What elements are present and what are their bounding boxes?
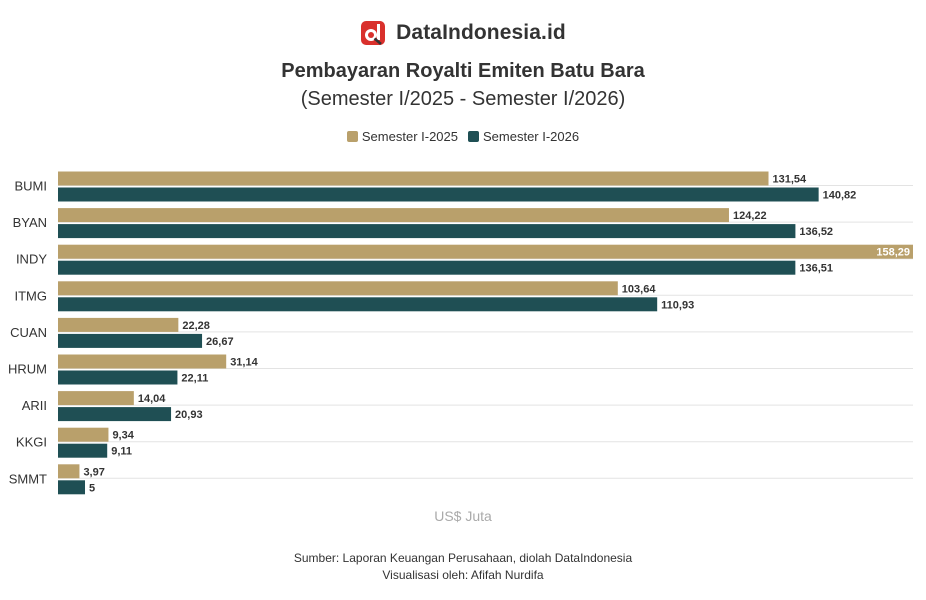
bar-smmt-series-1[interactable]	[58, 464, 80, 479]
bar-bumi-series-1[interactable]	[58, 171, 769, 186]
bar-kkgi-series-2[interactable]	[58, 443, 108, 458]
data-label: 9,11	[111, 446, 132, 458]
credit-note: Visualisasi oleh: Afifah Nurdifa	[382, 568, 544, 582]
data-label: 22,28	[182, 320, 210, 332]
category-label: INDY	[16, 252, 47, 267]
bar-arii-series-1[interactable]	[58, 391, 134, 406]
brand-name: DataIndonesia.id	[396, 21, 566, 44]
data-label: 136,51	[799, 263, 833, 275]
data-label: 136,52	[799, 226, 833, 238]
bar-arii-series-2[interactable]	[58, 407, 172, 422]
legend-swatch-series-2	[468, 131, 479, 142]
bar-cuan-series-1[interactable]	[58, 317, 179, 332]
legend-swatch-series-1	[346, 131, 358, 142]
category-label: BUMI	[15, 179, 48, 194]
legend-label-series-1: Semester I-2025	[361, 129, 458, 144]
data-label: 110,93	[661, 299, 694, 311]
bar-indy-series-2[interactable]	[58, 260, 796, 275]
data-label: 14,04	[138, 393, 166, 405]
bar-hrum-series-2[interactable]	[58, 370, 178, 385]
category-label: ARII	[22, 398, 47, 413]
category-label: ITMG	[15, 288, 48, 303]
bar-kkgi-series-1[interactable]	[58, 427, 109, 442]
brand-header: DataIndonesia.id	[0, 16, 926, 50]
category-label: HRUM	[8, 362, 47, 377]
bar-cuan-series-2[interactable]	[58, 333, 203, 348]
chart-subtitle: (Semester I/2025 - Semester I/2026)	[300, 88, 626, 110]
data-label: 31,14	[230, 357, 258, 369]
bar-itmg-series-1[interactable]	[58, 281, 618, 296]
bar-bumi-series-2[interactable]	[58, 187, 819, 202]
data-label: 3,97	[83, 466, 104, 478]
bar-smmt-series-2[interactable]	[58, 480, 86, 495]
legend-label-series-2: Semester I-2026	[483, 129, 580, 144]
chart-title: Pembayaran Royalti Emiten Batu Bara	[281, 60, 645, 82]
source-note: Sumber: Laporan Keuangan Perusahaan, dio…	[293, 551, 633, 565]
data-label: 124,22	[733, 210, 767, 222]
bar-indy-series-1[interactable]	[58, 244, 913, 259]
x-axis-title: US$ Juta	[434, 508, 492, 524]
bar-byan-series-1[interactable]	[58, 208, 729, 223]
data-label: 22,11	[181, 373, 208, 385]
category-label: BYAN	[13, 215, 47, 230]
category-label: SMMT	[9, 471, 47, 486]
data-label: 26,67	[206, 336, 234, 348]
legend-item-series-2[interactable]: Semester I-2026	[468, 129, 579, 144]
bar-itmg-series-2[interactable]	[58, 297, 658, 312]
data-label: 5	[89, 482, 95, 494]
chart-legend: Semester I-2025 Semester I-2026	[0, 129, 926, 144]
bar-byan-series-2[interactable]	[58, 224, 796, 239]
bar-chart: BUMI 131,54 140,82 BYAN 124,22 136,52 INDY 158,…	[8, 171, 913, 495]
category-label: CUAN	[10, 325, 47, 340]
legend-item-series-1[interactable]: Semester I-2025	[346, 129, 458, 144]
data-label: 103,64	[622, 283, 657, 295]
data-label: 20,93	[175, 409, 203, 421]
dataindonesia-logo-icon	[360, 20, 386, 46]
bar-hrum-series-1[interactable]	[58, 354, 227, 369]
data-label: 140,82	[823, 190, 857, 202]
data-label: 131,54	[773, 174, 808, 186]
category-label: KKGI	[16, 435, 47, 450]
data-label: 9,34	[112, 430, 134, 442]
data-label: 158,29	[876, 247, 910, 259]
